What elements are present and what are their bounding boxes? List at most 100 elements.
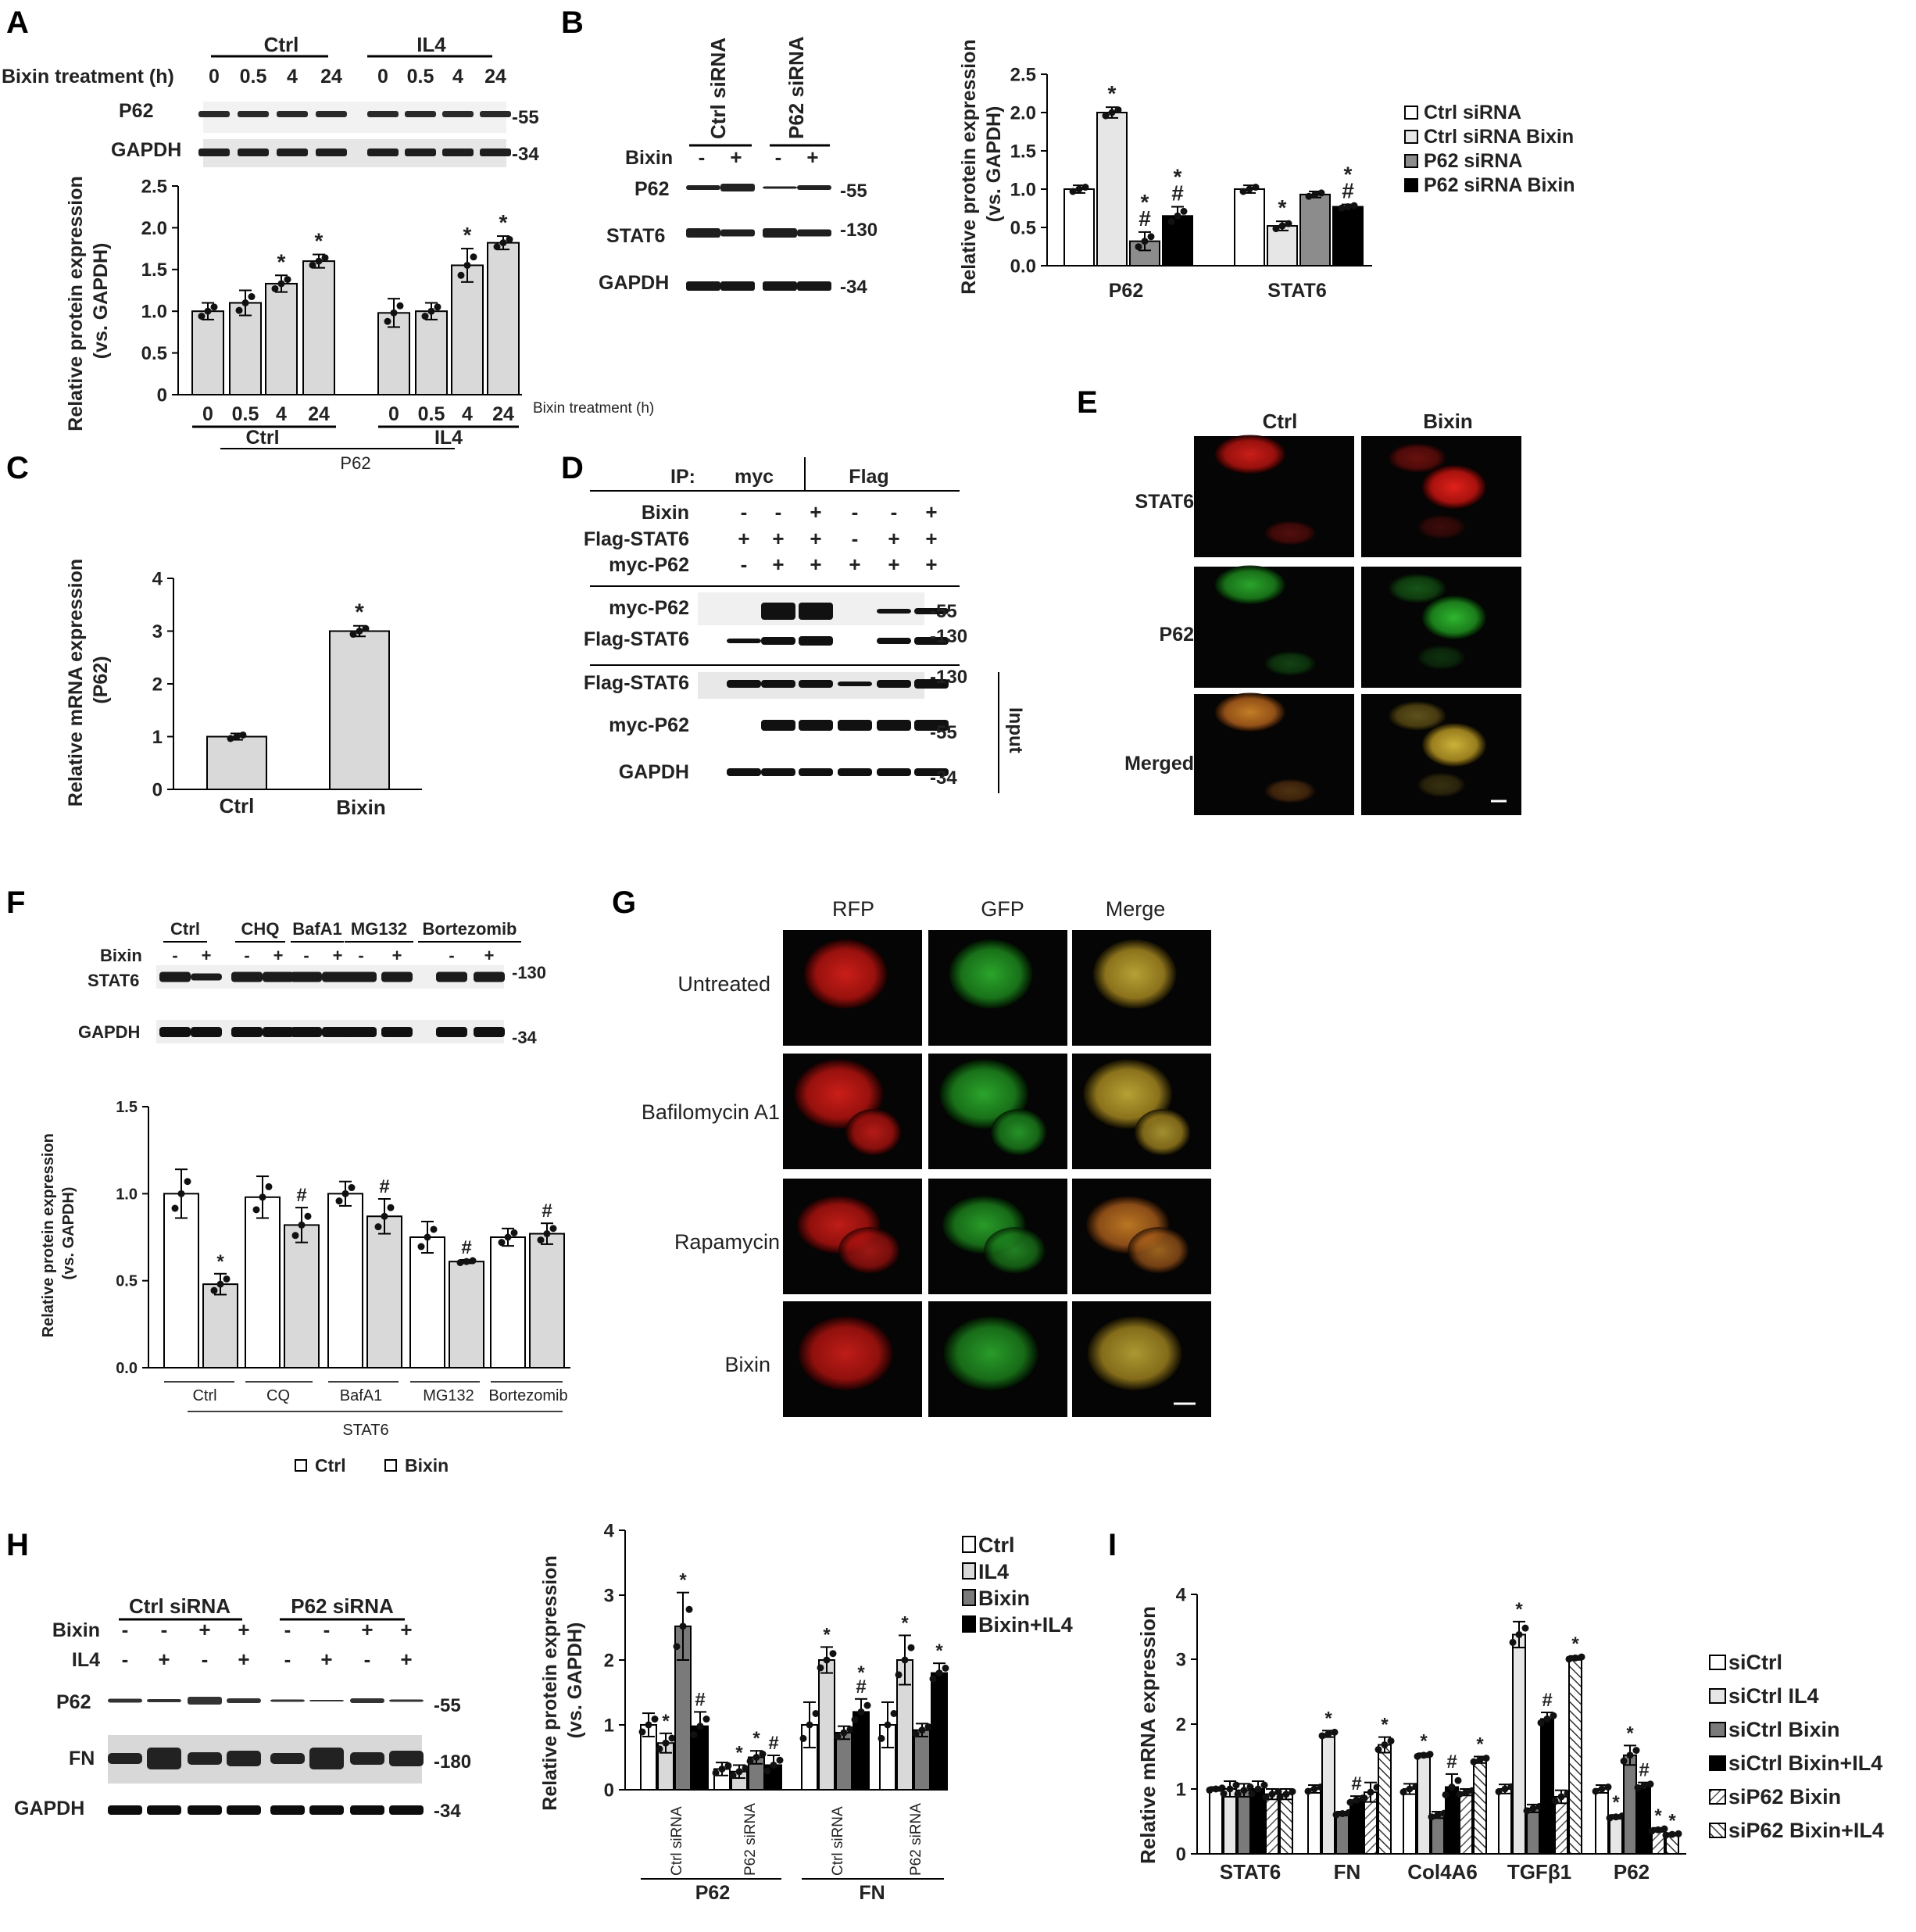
legend-label: siP62 Bixin [1728,1785,1841,1809]
cell [838,1227,900,1274]
data-point [233,733,241,740]
panel-a-row-p62: P62 [119,100,153,122]
panel-b-bixin-label: Bixin [625,147,673,169]
data-point [729,1772,737,1780]
bar [1595,1788,1609,1855]
x-tick-label: 0.5 [232,403,259,425]
data-point [907,1644,915,1651]
data-point [742,1765,749,1773]
gapdh-band [797,281,831,291]
data-point [1232,1781,1240,1789]
y-tick-label: 1.5 [116,1099,138,1116]
panel-f-bixin-sign: + [484,946,495,965]
data-point [417,1243,425,1250]
y-tick-label: 2 [604,1650,614,1671]
data-point [456,1259,464,1267]
panel-h-condition-sign: - [364,1648,371,1671]
data-point [1606,1814,1614,1822]
data-point [1272,225,1280,233]
panel-d-mw55b: -55 [930,722,957,743]
significance-marker: # [1639,1760,1649,1781]
p62-band [108,1698,142,1703]
legend-label: siCtrl Bixin [1728,1718,1840,1741]
cell [798,1316,893,1390]
significance-marker: * [216,1251,224,1272]
x-subgroup-label: Ctrl siRNA [669,1806,685,1876]
panel-d-condition-sign: - [852,527,859,550]
significance-marker: # [695,1689,705,1710]
significance-marker: * [1420,1730,1428,1751]
data-point [1167,217,1175,225]
data-point [510,1229,518,1236]
panel-a-chart: Relative protein expression (vs. GAPDH) … [65,176,654,473]
cell [1417,772,1466,797]
data-point [1367,1788,1374,1796]
data-point [1442,1791,1450,1798]
cell [1421,596,1486,639]
panel-d-blot-row-label: myc-P62 [609,714,689,736]
p62-band [188,1697,222,1705]
legend-swatch [1709,1789,1726,1805]
x-category-label: Bixin [336,796,386,819]
data-point [348,1184,356,1192]
gapdh-band [350,1805,384,1815]
data-point [1420,1751,1428,1759]
p62-band [797,185,831,190]
data-point [1543,1715,1551,1723]
cell [1421,723,1486,767]
panel-label-h: H [6,1528,29,1562]
data-point [857,1708,865,1716]
panel-d-condition-sign: + [772,527,784,550]
band [727,680,761,688]
bar [487,242,520,395]
data-point [341,1190,349,1197]
p62-band [686,185,720,190]
x-category-label: Bortezomib [488,1387,567,1404]
panel-h-blot: Ctrl siRNA P62 siRNA Bixin - - + + - - + +IL4- + -… [14,1594,471,1822]
data-point [702,1716,710,1723]
panel-b-bixin-sign: + [806,145,818,169]
data-point [387,1204,395,1211]
cell [794,1059,884,1129]
panel-b-row-stat6: STAT6 [606,225,665,247]
legend-swatch [1404,178,1418,192]
cell [1264,521,1316,546]
stat6-band [159,971,191,982]
data-point [884,1721,892,1729]
significance-marker: # [542,1200,552,1222]
fn-band [389,1751,424,1766]
panel-b-row-p62: P62 [634,178,669,200]
fn-band [309,1748,344,1769]
cell [803,939,888,1009]
panel-h-lane-ctrl-sirna: Ctrl siRNA [129,1594,231,1618]
stat6-band [322,971,353,982]
data-point [799,1734,807,1742]
x-category-label: Col4A6 [1407,1860,1478,1884]
gapdh-band [309,1805,344,1815]
fn-band [227,1751,261,1766]
data-point [1515,1630,1523,1638]
legend-swatch [1709,1688,1726,1704]
panel-h-row-fn: FN [69,1748,95,1769]
data-point [1571,1654,1579,1662]
panel-d-mw55a: -55 [930,601,957,622]
data-point [1551,1797,1559,1805]
data-point [1523,1807,1531,1815]
gapdh-band [686,281,720,291]
data-point [1344,203,1352,211]
bar [1332,206,1364,267]
significance-marker: # [1446,1751,1457,1773]
data-point [1640,1782,1648,1790]
y-tick-label: 0 [604,1780,614,1801]
data-point [690,1731,698,1739]
p62-band [277,111,308,117]
gapdh-band [159,1027,191,1037]
panel-b-bixin-sign: + [730,145,742,169]
panel-a-time-label: 0.5 [240,66,267,88]
data-point [284,276,291,284]
cell [1092,939,1177,1009]
legend-swatch [1709,1755,1726,1771]
legend-label: Ctrl siRNA [1424,102,1521,123]
legend-swatch [1404,154,1418,168]
bar [1378,1744,1392,1855]
